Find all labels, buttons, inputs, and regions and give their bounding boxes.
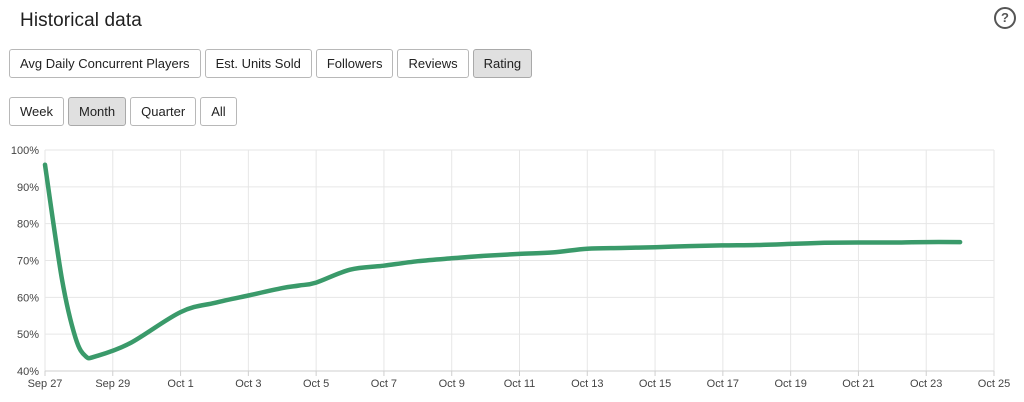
x-tick-label: Oct 11 xyxy=(504,378,536,390)
x-tick-label: Oct 19 xyxy=(774,378,806,390)
y-tick-label: 40% xyxy=(17,366,39,378)
x-tick-label: Sep 29 xyxy=(95,378,130,390)
y-tick-label: 80% xyxy=(17,219,39,231)
x-tick-label: Oct 23 xyxy=(910,378,942,390)
metric-tab-group: Avg Daily Concurrent Players Est. Units … xyxy=(9,49,533,78)
x-tick-label: Oct 15 xyxy=(639,378,671,390)
y-tick-label: 70% xyxy=(17,256,39,268)
x-tick-label: Oct 7 xyxy=(371,378,397,390)
rating-series-line xyxy=(42,162,963,361)
rating-line-chart: 40% 50% 60% 70% 80% 90% 100% Sep 27 Sep 29 Oct 1 O… xyxy=(11,145,1010,390)
help-circle-icon[interactable]: ? xyxy=(994,7,1016,29)
range-month-button[interactable]: Month xyxy=(68,97,127,126)
tab-followers[interactable]: Followers xyxy=(315,49,394,78)
y-tick-label: 100% xyxy=(11,145,39,157)
range-week-button[interactable]: Week xyxy=(9,97,64,126)
x-tick-label: Oct 1 xyxy=(167,378,193,390)
x-tick-label: Oct 5 xyxy=(303,378,329,390)
range-quarter-button[interactable]: Quarter xyxy=(130,97,197,126)
y-tick-label: 60% xyxy=(17,292,39,304)
range-all-button[interactable]: All xyxy=(200,97,237,126)
tab-avg-daily-concurrent-players[interactable]: Avg Daily Concurrent Players xyxy=(9,49,201,78)
x-tick-label: Oct 21 xyxy=(842,378,874,390)
range-tab-group: Week Month Quarter All xyxy=(9,97,237,126)
x-tick-label: Oct 17 xyxy=(707,378,739,390)
x-tick-label: Sep 27 xyxy=(28,378,63,390)
x-tick-label: Oct 9 xyxy=(439,378,465,390)
tab-est-units-sold[interactable]: Est. Units Sold xyxy=(204,49,312,78)
x-tick-label: Oct 3 xyxy=(235,378,261,390)
tab-rating[interactable]: Rating xyxy=(472,49,533,78)
x-tick-label: Oct 13 xyxy=(571,378,603,390)
y-tick-label: 50% xyxy=(17,329,39,341)
tab-reviews[interactable]: Reviews xyxy=(397,49,469,78)
x-tick-label: Oct 25 xyxy=(978,378,1010,390)
y-tick-label: 90% xyxy=(17,182,39,194)
page-title: Historical data xyxy=(20,10,142,31)
